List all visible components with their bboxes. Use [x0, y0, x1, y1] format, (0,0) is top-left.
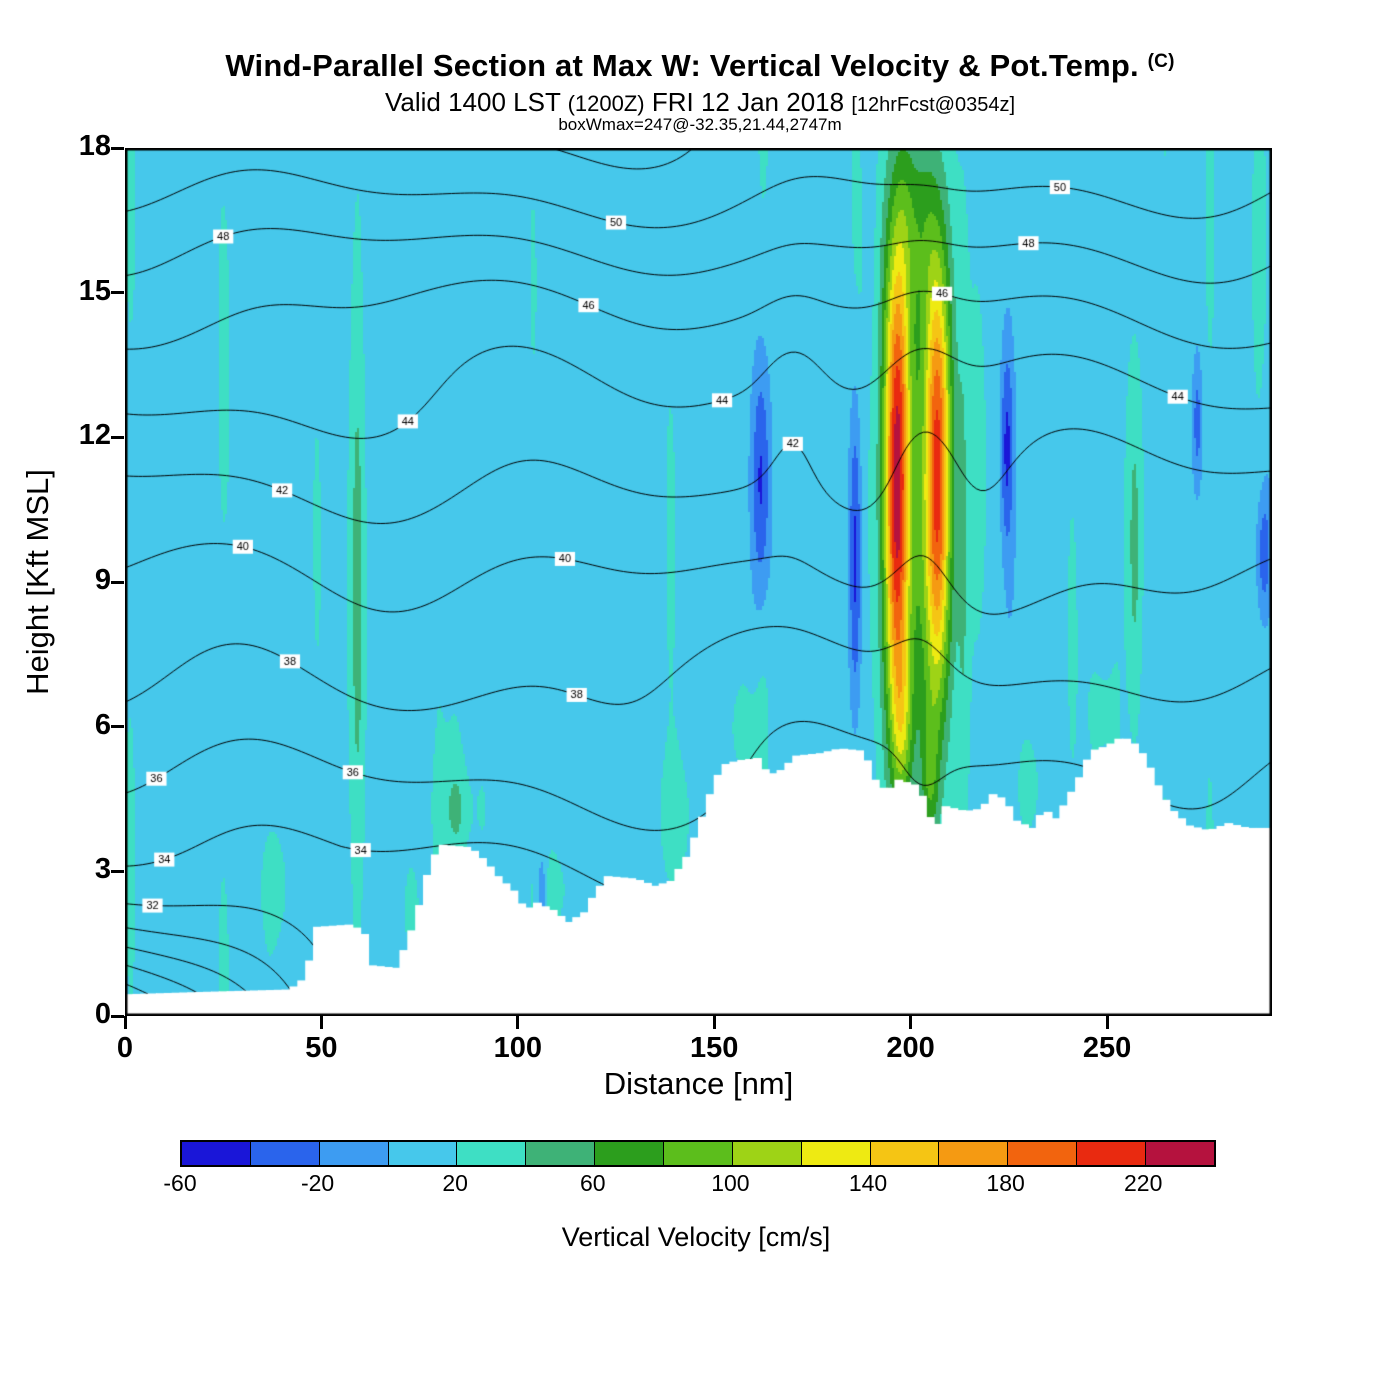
subtitle-zulu-time: (1200Z) — [567, 91, 645, 116]
chart-subtitle: Valid 1400 LST (1200Z) FRI 12 Jan 2018 [… — [0, 87, 1400, 118]
y-axis-tick — [111, 291, 124, 295]
x-tick-label: 100 — [493, 1032, 542, 1064]
colorbar-segment — [182, 1142, 250, 1165]
colorbar-labels-row: -60 -20 20 60 100 140 180 220 — [163, 1170, 1212, 1198]
colorbar-tick-label: 180 — [986, 1170, 1025, 1196]
colorbar-segment — [731, 1142, 801, 1165]
subtitle-valid-time: Valid 1400 LST — [384, 87, 568, 117]
x-tick-label: 200 — [886, 1032, 935, 1064]
colorbar-segment — [456, 1142, 526, 1165]
x-tick-label: 0 — [116, 1032, 134, 1064]
x-axis-tick — [516, 1016, 520, 1029]
colorbar-tick-label: 100 — [711, 1170, 750, 1196]
colorbar-tick-label: 20 — [442, 1170, 468, 1196]
subtitle-forecast-tag: [12hrFcst@0354z] — [851, 94, 1016, 116]
colorbar-segment — [525, 1142, 595, 1165]
chart-title-text: Wind-Parallel Section at Max W: Vertical… — [225, 48, 1139, 83]
y-axis-tick — [111, 1014, 124, 1018]
y-tick-label: 6 — [94, 708, 111, 741]
colorbar-segment — [249, 1142, 319, 1165]
y-tick-label: 0 — [94, 998, 111, 1030]
x-axis-tick — [1105, 1016, 1109, 1029]
plot-area: 0 50 100 150 200 250 0 3 6 9 12 15 18 — [79, 130, 1272, 1064]
y-axis-tick — [111, 725, 124, 729]
colorbar-tick-label: 60 — [580, 1170, 606, 1196]
colorbar — [180, 1140, 1216, 1167]
colorbar-tick-label: 140 — [848, 1170, 888, 1196]
colorbar-tick-label: -20 — [300, 1170, 335, 1196]
x-axis-tick — [319, 1016, 323, 1029]
colorbar-segment — [387, 1142, 457, 1165]
colorbar-segment — [1076, 1142, 1146, 1165]
colorbar-tick-label: 220 — [1124, 1170, 1163, 1196]
x-tick-label: 250 — [1082, 1032, 1132, 1064]
y-tick-label: 9 — [94, 564, 111, 596]
colorbar-segment — [318, 1142, 388, 1165]
chart-title-unit: (C) — [1147, 51, 1175, 72]
x-axis-tick — [712, 1016, 716, 1029]
x-axis-label: Distance [nm] — [603, 1066, 794, 1101]
y-tick-label: 15 — [78, 274, 111, 307]
chart-title: Wind-Parallel Section at Max W: Vertical… — [0, 48, 1400, 84]
colorbar-segment — [800, 1142, 870, 1165]
x-tick-label: 50 — [305, 1032, 338, 1064]
colorbar-segment — [1145, 1142, 1214, 1165]
colorbar-segment — [663, 1142, 732, 1165]
y-axis-tick — [111, 869, 124, 873]
chart-annotation: boxWmax=247@-32.35,21.44,2747m — [558, 115, 842, 134]
x-axis-tick — [123, 1016, 127, 1029]
subtitle-date: FRI 12 Jan 2018 — [644, 87, 852, 117]
x-tick-label: 150 — [690, 1032, 739, 1064]
colorbar-title: Vertical Velocity [cm/s] — [561, 1222, 831, 1252]
colorbar-segment — [594, 1142, 664, 1165]
y-axis-tick — [111, 435, 124, 439]
y-axis-tick — [111, 146, 124, 150]
colorbar-segment — [938, 1142, 1008, 1165]
colorbar-segment — [869, 1142, 939, 1165]
contour-plot-canvas — [125, 148, 1272, 1016]
y-tick-label: 3 — [94, 853, 111, 886]
x-axis-tick — [909, 1016, 913, 1029]
colorbar-tick-label: -60 — [163, 1170, 197, 1196]
y-axis-tick — [111, 580, 124, 584]
y-tick-label: 18 — [78, 130, 111, 162]
y-tick-label: 12 — [78, 419, 111, 452]
colorbar-segment — [1007, 1142, 1077, 1165]
